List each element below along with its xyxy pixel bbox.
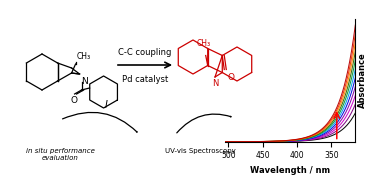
FancyArrowPatch shape	[62, 112, 137, 132]
Text: I: I	[105, 100, 107, 110]
Text: Pd catalyst: Pd catalyst	[122, 75, 168, 84]
Text: CH₃: CH₃	[197, 38, 211, 47]
Text: O: O	[70, 96, 77, 105]
FancyArrowPatch shape	[177, 114, 231, 133]
Text: O: O	[227, 74, 234, 82]
Text: N: N	[212, 79, 218, 88]
Text: CH₃: CH₃	[77, 52, 91, 61]
Y-axis label: Absorbance: Absorbance	[358, 53, 367, 108]
Text: C-C coupling: C-C coupling	[118, 48, 172, 57]
Text: in situ performance
evaluation: in situ performance evaluation	[26, 148, 94, 161]
Text: UV-vis Spectroscopy: UV-vis Spectroscopy	[165, 148, 235, 154]
Text: N: N	[82, 77, 88, 86]
X-axis label: Wavelength / nm: Wavelength / nm	[250, 166, 330, 175]
